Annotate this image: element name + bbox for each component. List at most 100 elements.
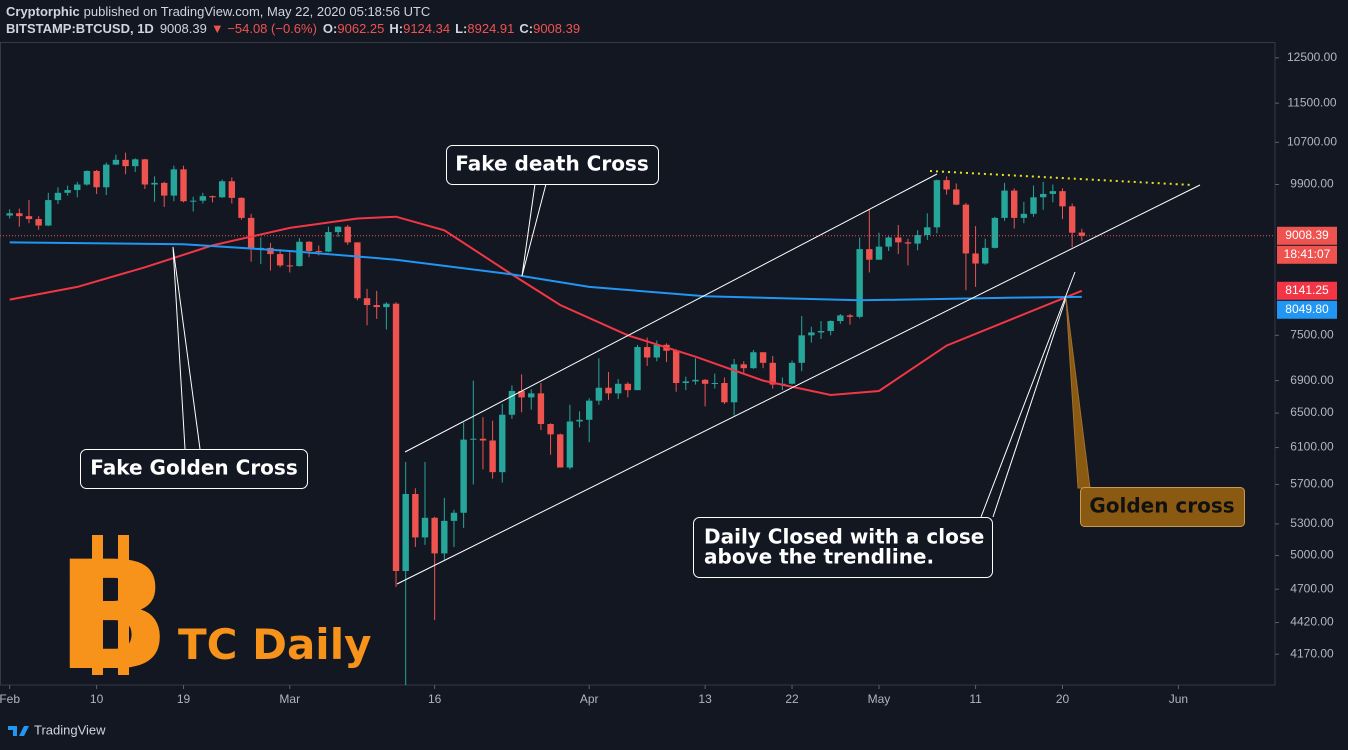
candle-body (701, 379, 709, 384)
candle-body (392, 303, 400, 572)
candle-body (247, 217, 255, 250)
countdown-bg (1277, 245, 1337, 264)
x-tick-label: 13 (698, 692, 712, 706)
logo-bar (92, 535, 103, 675)
candle-body (566, 421, 574, 468)
x-tick-label: 10 (90, 692, 104, 706)
candle-body (334, 226, 342, 233)
candle-body (132, 159, 139, 167)
candle-body (1001, 190, 1008, 218)
candle-body (624, 383, 632, 391)
callout-text: Daily Closed with a close (704, 525, 984, 549)
candle-body (344, 226, 351, 243)
candle-body (528, 393, 535, 398)
countdown: 18:41:07 (1284, 247, 1331, 261)
candle-body (1059, 191, 1066, 207)
candle-body (508, 390, 516, 415)
footer-text: TradingView (34, 722, 106, 737)
y-tick-label: 4170.00 (1290, 646, 1334, 660)
callout-text: above the trendline. (704, 545, 934, 569)
symbol-line: BITSTAMP:BTCUSD, 1D 9008.39 ▼ −54.08 (−0.6… (6, 21, 580, 36)
callout-box (80, 449, 308, 489)
candle-body (982, 247, 989, 264)
candle-body (180, 169, 187, 202)
candle-body (16, 213, 23, 217)
candle-body (518, 390, 525, 398)
candle-body (1039, 193, 1047, 198)
candle-body (933, 180, 941, 228)
candle-body (296, 241, 303, 267)
candle-body (170, 169, 178, 196)
x-tick-label: Feb (0, 692, 20, 706)
candle-body (643, 347, 651, 358)
candle-body (759, 352, 767, 363)
candle-body (441, 520, 448, 554)
candle-body (1078, 232, 1086, 236)
candle-body (363, 298, 371, 306)
candle-body (837, 315, 844, 322)
candle-body (412, 494, 419, 538)
ma-label-bg (1277, 281, 1337, 300)
price-label-bg (1277, 226, 1337, 245)
candle-body (141, 159, 149, 185)
candle-body (315, 250, 322, 252)
candle-body (479, 438, 487, 441)
candle-body (586, 400, 593, 420)
y-tick-label: 5300.00 (1290, 516, 1334, 530)
candle-body (1068, 206, 1076, 233)
candle-body (634, 347, 641, 391)
candle-body (431, 517, 438, 554)
candle-body (6, 213, 13, 216)
candle-body (856, 249, 863, 317)
pointer (980, 271, 1076, 518)
candle-body (189, 200, 197, 202)
x-tick-label: 20 (1056, 692, 1070, 706)
x-tick-label: Jun (1169, 692, 1188, 706)
x-tick-label: 16 (428, 692, 442, 706)
y-tick-label: 4420.00 (1290, 615, 1334, 629)
last-price: 9008.39 (160, 21, 207, 36)
x-tick-label: May (868, 692, 891, 706)
candle-body (161, 182, 168, 196)
candle-body (74, 184, 81, 191)
candle-body (595, 387, 603, 401)
candle-body (904, 242, 912, 244)
candle-body (605, 387, 612, 394)
candle-body (846, 315, 854, 317)
x-tick-label: Apr (580, 692, 599, 706)
footer: TradingView (8, 722, 106, 737)
footer-icon (8, 726, 29, 736)
y-tick-label: 12500.00 (1287, 50, 1337, 64)
x-tick-label: 11 (969, 692, 982, 706)
candle-body (895, 237, 902, 243)
candle-body (1049, 191, 1057, 194)
y-tick-label: 4700.00 (1290, 581, 1334, 595)
price-label: 9008.39 (1285, 228, 1329, 242)
candle-body (972, 253, 979, 264)
ma-label: 8049.80 (1285, 302, 1329, 316)
y-tick-label: 5700.00 (1290, 477, 1334, 491)
candle-body (54, 192, 62, 201)
candle-body (1011, 190, 1018, 218)
published: published on TradingView.com, May 22, 20… (84, 4, 431, 19)
ma-label-bg (1277, 300, 1337, 319)
drawings (172, 170, 1201, 585)
candle-body (557, 434, 564, 468)
candle-body (769, 362, 776, 385)
candle-body (489, 440, 496, 473)
pointer (521, 183, 547, 277)
callout-text: Golden cross (1089, 494, 1234, 518)
candle-body (103, 164, 110, 188)
moving-averages (0, 215, 1275, 397)
close-label: C: (519, 21, 533, 36)
open-value: 9062.25 (337, 21, 384, 36)
x-tick-label: 22 (785, 692, 799, 706)
candle-body (711, 382, 718, 384)
candle-body (218, 181, 226, 198)
candle-body (672, 350, 680, 383)
author: Cryptorphic (6, 4, 80, 19)
candle-body (682, 381, 689, 383)
candle-body (325, 232, 332, 252)
candle-body (875, 246, 883, 260)
open-label: O: (323, 21, 337, 36)
